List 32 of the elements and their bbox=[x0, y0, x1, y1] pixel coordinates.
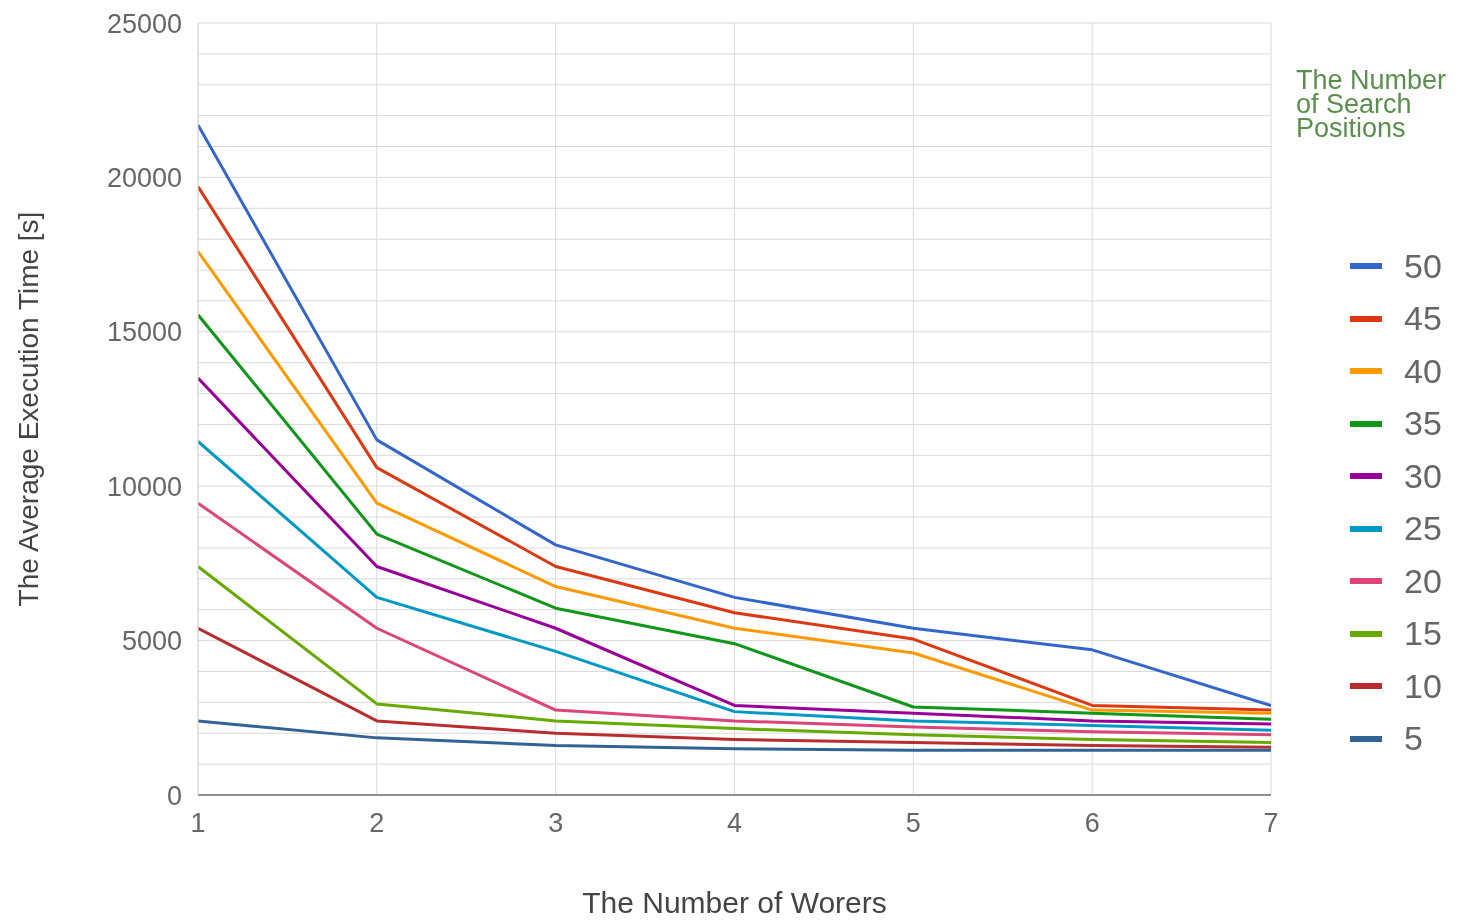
legend-label: 30 bbox=[1404, 456, 1442, 496]
y-tick-label: 15000 bbox=[106, 317, 182, 348]
legend-label: 25 bbox=[1404, 509, 1442, 549]
x-tick-label: 6 bbox=[1084, 808, 1100, 839]
legend-label: 15 bbox=[1404, 614, 1442, 654]
legend-label: 45 bbox=[1404, 299, 1442, 339]
legend-label: 35 bbox=[1404, 404, 1442, 444]
line-series bbox=[198, 376, 1271, 726]
line-series bbox=[198, 564, 1271, 744]
y-tick-label: 10000 bbox=[106, 471, 182, 502]
y-tick-label: 20000 bbox=[106, 162, 182, 193]
x-tick-label: 2 bbox=[369, 808, 385, 839]
legend-label: 5 bbox=[1404, 719, 1423, 759]
x-tick-label: 5 bbox=[905, 808, 921, 839]
x-tick-label: 4 bbox=[726, 808, 743, 839]
legend-label: 40 bbox=[1404, 351, 1442, 391]
y-tick-label: 0 bbox=[166, 780, 182, 811]
line-series bbox=[198, 501, 1271, 737]
y-tick-label: 5000 bbox=[121, 626, 182, 657]
legend-label: 10 bbox=[1404, 666, 1442, 706]
legend-label: 50 bbox=[1404, 246, 1442, 286]
x-axis-title: The Number of Worers bbox=[582, 886, 887, 919]
y-axis-title: The Average Execution Time [s] bbox=[12, 211, 44, 607]
line-series bbox=[198, 439, 1271, 732]
x-tick-label: 3 bbox=[548, 808, 564, 839]
line-series bbox=[198, 719, 1271, 752]
x-tick-label: 1 bbox=[190, 808, 206, 839]
y-tick-label: 25000 bbox=[106, 8, 182, 39]
line-series bbox=[198, 626, 1271, 749]
legend-title: The Number of Search Positions bbox=[1296, 65, 1448, 143]
legend-label: 20 bbox=[1404, 561, 1442, 601]
x-tick-label: 7 bbox=[1263, 808, 1279, 839]
